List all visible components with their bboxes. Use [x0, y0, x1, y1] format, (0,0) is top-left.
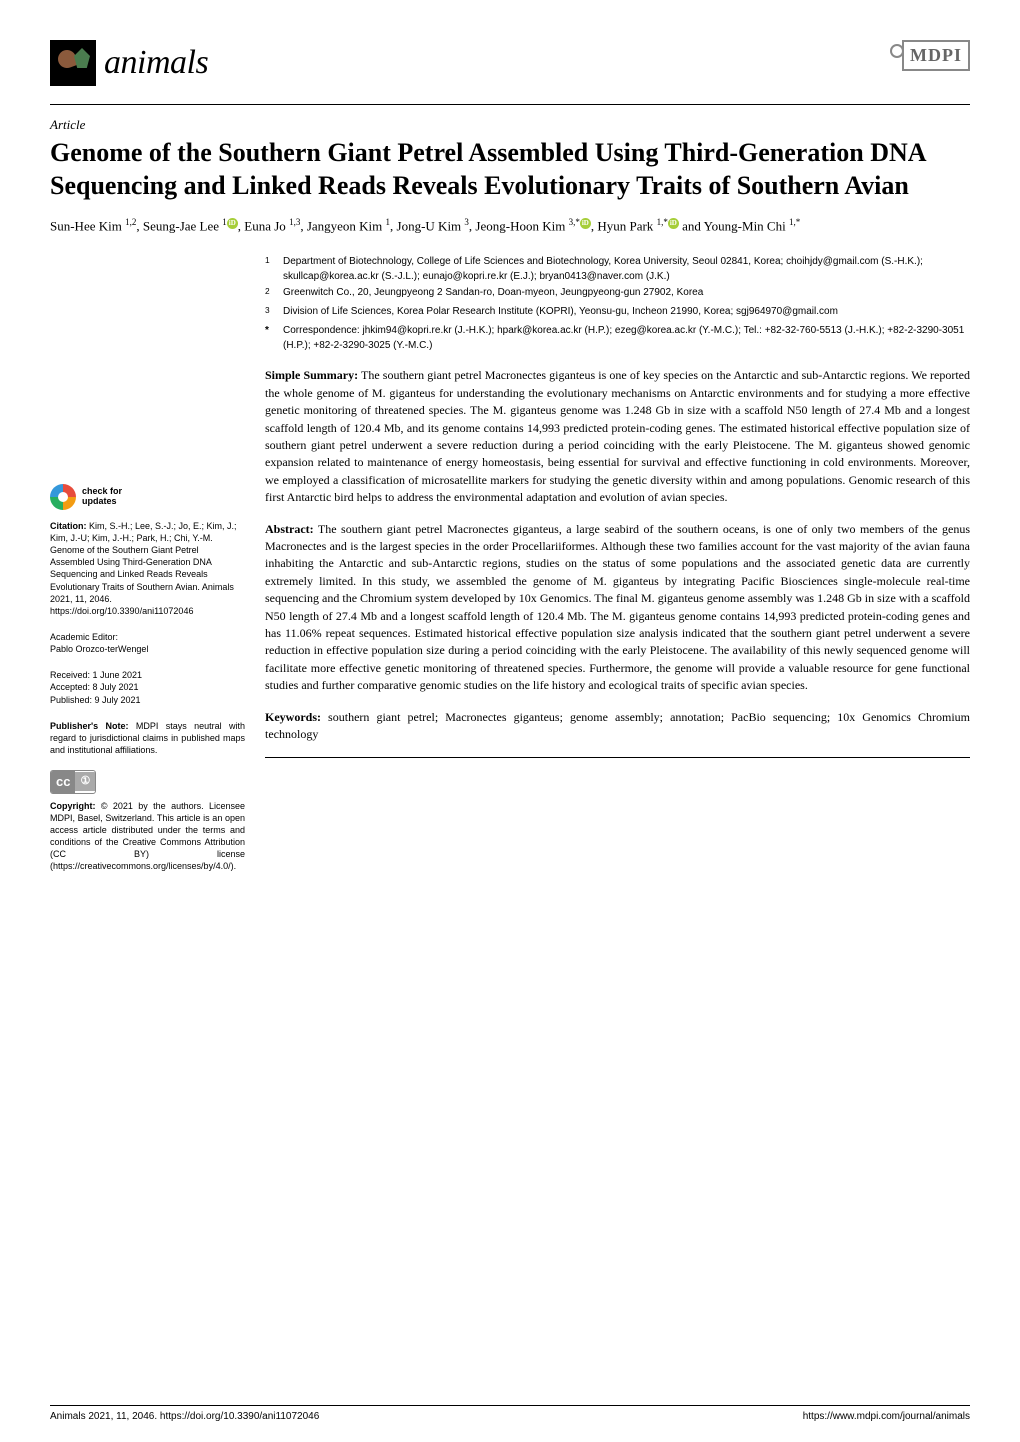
affiliation-row: 1 Department of Biotechnology, College of…: [265, 254, 970, 284]
footer: Animals 2021, 11, 2046. https://doi.org/…: [50, 1405, 970, 1422]
keywords-label: Keywords:: [265, 710, 321, 724]
two-column-body: check forupdates Citation: Kim, S.-H.; L…: [50, 254, 970, 887]
abstract: Abstract: The southern giant petrel Macr…: [265, 521, 970, 695]
keywords-text: southern giant petrel; Macronectes gigan…: [265, 710, 970, 741]
simple-summary-text: The southern giant petrel Macronectes gi…: [265, 368, 970, 504]
journal-name: animals: [104, 44, 208, 82]
affiliation-text: Greenwitch Co., 20, Jeungpyeong 2 Sandan…: [283, 285, 703, 303]
citation-label: Citation:: [50, 521, 87, 531]
publisher-note-block: Publisher's Note: MDPI stays neutral wit…: [50, 720, 245, 756]
footer-right: https://www.mdpi.com/journal/animals: [803, 1411, 970, 1422]
affiliation-marker: 2: [265, 285, 275, 303]
affiliation-text: Department of Biotechnology, College of …: [283, 254, 970, 284]
published-date: Published: 9 July 2021: [50, 694, 245, 706]
copyright-text: © 2021 by the authors. Licensee MDPI, Ba…: [50, 801, 245, 872]
editor-name: Pablo Orozco-terWengel: [50, 643, 245, 655]
affiliation-text: Division of Life Sciences, Korea Polar R…: [283, 304, 838, 322]
article-title: Genome of the Southern Giant Petrel Asse…: [50, 137, 970, 202]
publisher-note-label: Publisher's Note:: [50, 721, 129, 731]
affiliation-marker: 1: [265, 254, 275, 284]
simple-summary-label: Simple Summary:: [265, 368, 358, 382]
simple-summary: Simple Summary: The southern giant petre…: [265, 367, 970, 506]
editor-label: Academic Editor:: [50, 631, 245, 643]
cc-by-badge-icon: cc ①: [50, 770, 96, 794]
main-column: 1 Department of Biotechnology, College of…: [265, 254, 970, 887]
check-updates-label: check forupdates: [82, 487, 122, 507]
editor-block: Academic Editor: Pablo Orozco-terWengel: [50, 631, 245, 655]
copyright-label: Copyright:: [50, 801, 96, 811]
author-list: Sun-Hee Kim 1,2, Seung-Jae Lee 1iD, Euna…: [50, 216, 970, 236]
keywords: Keywords: southern giant petrel; Macrone…: [265, 709, 970, 744]
affiliation-row: * Correspondence: jhkim94@kopri.re.kr (J.…: [265, 323, 970, 353]
abstract-label: Abstract:: [265, 522, 314, 536]
keywords-rule: [265, 757, 970, 758]
check-updates-icon: [50, 484, 76, 510]
mdpi-logo: MDPI: [902, 40, 970, 71]
affiliations: 1 Department of Biotechnology, College of…: [265, 254, 970, 354]
sidebar: check forupdates Citation: Kim, S.-H.; L…: [50, 254, 245, 887]
animals-logo-icon: [50, 40, 96, 86]
footer-left: Animals 2021, 11, 2046. https://doi.org/…: [50, 1411, 319, 1422]
article-type: Article: [50, 117, 970, 133]
accepted-date: Accepted: 8 July 2021: [50, 681, 245, 693]
affiliation-text: Correspondence: jhkim94@kopri.re.kr (J.-…: [283, 323, 970, 353]
check-for-updates[interactable]: check forupdates: [50, 484, 245, 510]
license-block: cc ① Copyright: © 2021 by the authors. L…: [50, 770, 245, 872]
received-date: Received: 1 June 2021: [50, 669, 245, 681]
dates-block: Received: 1 June 2021 Accepted: 8 July 2…: [50, 669, 245, 705]
journal-logo: animals: [50, 40, 208, 86]
header: animals MDPI: [50, 40, 970, 86]
by-icon: ①: [75, 772, 95, 791]
cc-icon: cc: [51, 771, 75, 793]
affiliation-row: 2 Greenwitch Co., 20, Jeungpyeong 2 Sanda…: [265, 285, 970, 303]
abstract-text: The southern giant petrel Macronectes gi…: [265, 522, 970, 693]
header-rule: [50, 104, 970, 105]
citation-text: Kim, S.-H.; Lee, S.-J.; Jo, E.; Kim, J.;…: [50, 521, 237, 616]
affiliation-row: 3 Division of Life Sciences, Korea Polar …: [265, 304, 970, 322]
affiliation-marker: *: [265, 323, 275, 353]
affiliation-marker: 3: [265, 304, 275, 322]
citation-block: Citation: Kim, S.-H.; Lee, S.-J.; Jo, E.…: [50, 520, 245, 617]
